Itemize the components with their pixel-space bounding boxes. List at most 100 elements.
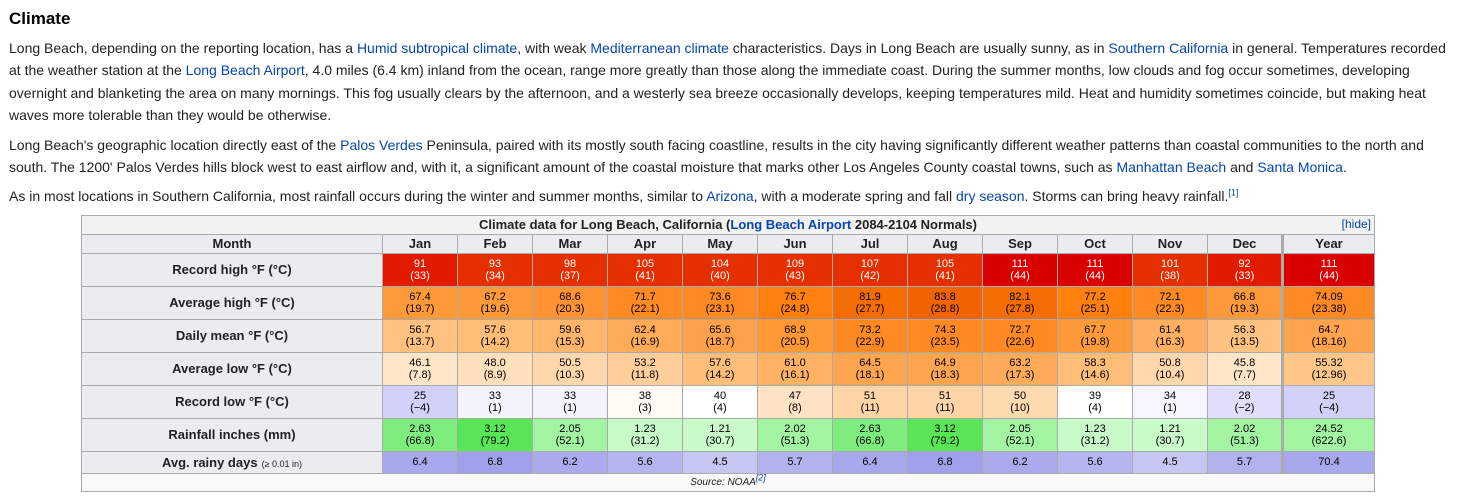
inline-link[interactable]: Long Beach Airport — [185, 62, 305, 79]
cell-value: 3.12 — [934, 422, 956, 435]
month-header-feb: Feb — [457, 233, 533, 254]
cell-value: 50.8 — [1159, 356, 1181, 369]
cell-metric-value: (14.2) — [705, 368, 735, 381]
cell-metric-value: (44) — [1319, 269, 1339, 282]
data-cell: 53.2 (11.8) — [607, 351, 683, 386]
month-header-sep: Sep — [982, 233, 1058, 254]
data-cell: 33 (1) — [532, 384, 608, 419]
cell-value: 4.5 — [1162, 456, 1178, 469]
data-cell: 6.2 — [982, 450, 1058, 474]
cell-value: 25 — [1322, 389, 1336, 402]
cell-value: 38 — [638, 389, 652, 402]
data-cell: 91 (33) — [382, 252, 458, 287]
paragraph-text: Long Beach's geographic location directl… — [9, 136, 341, 153]
inline-link[interactable]: Santa Monica — [1257, 159, 1343, 176]
paragraph-text: . — [1342, 159, 1347, 176]
cell-metric-value: (79.2) — [930, 434, 960, 447]
cell-value: 70.4 — [1318, 456, 1340, 469]
cell-value: 39 — [1088, 389, 1102, 402]
row-label-text: Avg. rainy days — [161, 454, 258, 470]
data-cell: 68.9 (20.5) — [757, 318, 833, 353]
inline-link[interactable]: Arizona — [706, 188, 754, 205]
row-label: Record high °F (°C) — [81, 252, 383, 287]
cell-value: 56.3 — [1233, 323, 1256, 336]
table-row: Average low °F (°C) 46.1 (7.8) 48.0 (8.9) 50.… — [81, 351, 1376, 386]
cell-metric-value: (41) — [635, 269, 655, 282]
data-cell: 5.7 — [1207, 450, 1283, 474]
cell-value: 61.4 — [1159, 323, 1181, 336]
cell-value: 6.8 — [487, 456, 503, 469]
cell-metric-value: (24.8) — [780, 302, 810, 315]
data-cell: 25 (−4) — [382, 384, 458, 419]
cell-metric-value: (12.96) — [1311, 368, 1347, 381]
cell-value: 55.32 — [1315, 356, 1343, 369]
cell-value: 5.6 — [637, 456, 653, 469]
data-cell: 48.0 (8.9) — [457, 351, 533, 386]
cell-metric-value: (16.3) — [1155, 335, 1185, 348]
data-cell: 77.2 (25.1) — [1057, 285, 1133, 320]
cell-metric-value: (3) — [638, 401, 652, 414]
data-cell: 82.1 (27.8) — [982, 285, 1058, 320]
cell-value: 24.52 — [1315, 422, 1343, 435]
data-cell: 33 (1) — [457, 384, 533, 419]
data-cell: 101 (38) — [1132, 252, 1208, 287]
cell-metric-value: (−4) — [1319, 401, 1339, 414]
cell-metric-value: (23.1) — [705, 302, 735, 315]
cell-value: 2.63 — [409, 422, 431, 435]
paragraph-text: , with weak — [517, 40, 591, 56]
hide-toggle-link[interactable]: [hide] — [1341, 216, 1372, 231]
data-cell: 3.12 (79.2) — [457, 417, 533, 452]
cell-metric-value: (33) — [410, 269, 430, 282]
row-label: Rainfall inches (mm) — [81, 417, 383, 452]
cell-value: 73.2 — [859, 323, 881, 336]
cell-value: 6.4 — [862, 456, 878, 469]
source-ref-link[interactable]: [2] — [755, 472, 766, 483]
data-cell: 93 (34) — [457, 252, 533, 287]
data-cell: 6.4 — [832, 450, 908, 474]
row-label-text: Rainfall inches (mm) — [168, 427, 296, 443]
cell-value: 67.4 — [409, 290, 431, 303]
citation-link[interactable]: [1] — [1228, 187, 1239, 198]
cell-value: 68.6 — [559, 290, 581, 303]
data-cell: 73.2 (22.9) — [832, 318, 908, 353]
cell-value: 28 — [1238, 389, 1251, 402]
data-cell: 64.7 (18.16) — [1280, 318, 1376, 353]
cell-value: 2.02 — [1233, 422, 1256, 435]
inline-link[interactable]: Mediterranean climate — [590, 40, 729, 56]
inline-link[interactable]: Southern California — [1108, 40, 1229, 56]
cell-value: 57.6 — [709, 356, 731, 369]
caption-airport-link[interactable]: Long Beach Airport — [730, 217, 852, 233]
cell-metric-value: (8) — [788, 401, 802, 414]
cell-metric-value: (4) — [713, 401, 727, 414]
inline-link[interactable]: Manhattan Beach — [1116, 159, 1227, 176]
cell-value: 76.7 — [784, 290, 806, 303]
month-header-dec: Dec — [1207, 233, 1283, 254]
cell-metric-value: (66.8) — [405, 434, 435, 447]
cell-value: 58.3 — [1084, 356, 1106, 369]
cell-metric-value: (−2) — [1234, 401, 1255, 414]
cell-value: 74.09 — [1315, 290, 1343, 303]
data-cell: 98 (37) — [532, 252, 608, 287]
data-cell: 6.8 — [907, 450, 983, 474]
cell-metric-value: (52.1) — [1005, 434, 1035, 447]
cell-value: 104 — [710, 257, 730, 270]
data-cell: 25 (−4) — [1280, 384, 1376, 419]
data-cell: 64.5 (18.1) — [832, 351, 908, 386]
cell-value: 50.5 — [559, 356, 581, 369]
cell-value: 46.1 — [409, 356, 431, 369]
cell-metric-value: (27.7) — [855, 302, 885, 315]
data-cell: 5.6 — [1057, 450, 1133, 474]
cell-metric-value: (31.2) — [630, 434, 660, 447]
cell-value: 109 — [785, 257, 805, 270]
data-cell: 38 (3) — [607, 384, 683, 419]
inline-link[interactable]: dry season — [956, 188, 1025, 205]
data-cell: 4.5 — [682, 450, 758, 474]
inline-link[interactable]: Palos Verdes — [340, 136, 423, 153]
cell-metric-value: (15.3) — [555, 335, 585, 348]
cell-metric-value: (30.7) — [705, 434, 735, 447]
cell-value: 77.2 — [1084, 290, 1106, 303]
inline-link[interactable]: Humid subtropical climate — [356, 40, 518, 56]
climate-table: Climate data for Long Beach, California … — [80, 214, 1376, 492]
month-header-apr: Apr — [607, 233, 683, 254]
cell-metric-value: (30.7) — [1155, 434, 1185, 447]
